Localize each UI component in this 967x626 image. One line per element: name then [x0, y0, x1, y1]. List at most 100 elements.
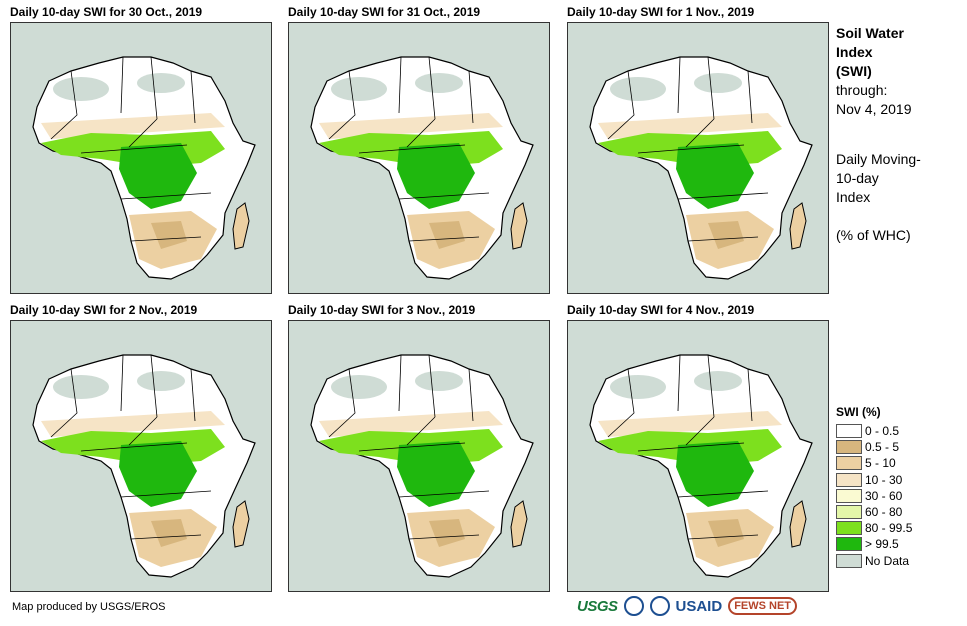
country-border	[468, 368, 474, 422]
legend-item: 60 - 80	[836, 504, 961, 520]
no-data-zone	[610, 77, 666, 101]
madagascar	[232, 500, 250, 548]
no-data-zone	[137, 371, 185, 391]
southern-very-dry-zone	[429, 221, 465, 249]
country-border	[358, 144, 466, 154]
sahel-zone	[41, 113, 225, 139]
description-line-2: 10-day	[836, 170, 879, 186]
country-border	[190, 70, 196, 124]
legend-title: SWI (%)	[836, 405, 881, 419]
country-border	[190, 368, 196, 422]
legend-swatch	[836, 553, 862, 568]
legend-swatch	[836, 521, 862, 536]
through-date: Nov 4, 2019	[836, 101, 912, 117]
country-border	[607, 368, 635, 438]
country-border	[408, 534, 480, 540]
country-border	[328, 368, 356, 438]
country-border	[120, 354, 124, 412]
usaid-logo: USAID	[675, 597, 723, 615]
sahel-zone	[598, 411, 782, 437]
panel-title: Daily 10-day SWI for 30 Oct., 2019	[10, 5, 203, 19]
map-panel-5: Daily 10-day SWI for 3 Nov., 2019	[288, 302, 550, 592]
legend-label: 80 - 99.5	[865, 521, 913, 536]
legend-swatch	[836, 424, 862, 439]
country-border	[328, 70, 356, 140]
legend-label: 5 - 10	[865, 456, 896, 471]
units-label: (% of WHC)	[836, 227, 911, 243]
through-label: through:	[836, 82, 888, 98]
country-border	[50, 368, 78, 438]
madagascar	[510, 500, 528, 548]
country-border	[428, 354, 436, 418]
sahel-zone	[319, 113, 503, 139]
saturated-zone	[676, 441, 754, 507]
country-border	[468, 70, 474, 124]
legend-item: 0 - 0.5	[836, 423, 961, 439]
legend-swatch	[836, 537, 862, 552]
saturated-zone	[397, 143, 475, 209]
country-border	[408, 236, 480, 242]
country-border	[128, 118, 158, 148]
sahel-zone	[598, 113, 782, 139]
no-data-zone	[610, 375, 666, 399]
noaa-logo-icon	[623, 596, 644, 616]
legend-label: No Data	[865, 553, 910, 568]
sahel-zone	[41, 411, 225, 437]
country-border	[150, 354, 158, 418]
map-panel-1: Daily 10-day SWI for 30 Oct., 2019	[10, 4, 272, 294]
country-border	[685, 416, 715, 446]
southern-very-dry-zone	[708, 519, 744, 547]
country-border	[398, 490, 490, 498]
country-border	[637, 144, 745, 154]
country-border	[677, 192, 769, 200]
legend-label: 10 - 30	[865, 472, 903, 487]
legend-item: > 99.5	[836, 536, 961, 552]
no-data-zone	[137, 73, 185, 93]
legend-label: 60 - 80	[865, 505, 903, 520]
panel-title: Daily 10-day SWI for 1 Nov., 2019	[567, 5, 755, 19]
southern-very-dry-zone	[151, 519, 187, 547]
africa-swi-map	[11, 321, 271, 591]
panel-title: Daily 10-day SWI for 3 Nov., 2019	[288, 303, 476, 317]
description-line-1: Daily Moving-	[836, 151, 921, 167]
legend-item: No Data	[836, 553, 961, 569]
saturated-zone	[119, 441, 197, 507]
saturated-zone	[397, 441, 475, 507]
country-border	[120, 490, 212, 498]
country-border	[747, 70, 753, 124]
country-border	[406, 118, 436, 148]
africa-swi-map	[11, 23, 271, 293]
southern-very-dry-zone	[151, 221, 187, 249]
country-border	[150, 56, 158, 120]
country-border	[406, 416, 436, 446]
side-description: Soil Water Index (SWI) through: Nov 4, 2…	[836, 24, 961, 245]
map-frame	[567, 320, 829, 592]
map-credit: Map produced by USGS/EROS	[12, 601, 166, 613]
country-border	[120, 192, 212, 200]
no-data-zone	[53, 375, 109, 399]
index-heading-line-1: Soil Water	[836, 25, 904, 41]
legend-swatch	[836, 456, 862, 471]
map-panel-3: Daily 10-day SWI for 1 Nov., 2019	[567, 4, 829, 294]
legend-label: 30 - 60	[865, 488, 903, 503]
map-panel-4: Daily 10-day SWI for 2 Nov., 2019	[10, 302, 272, 592]
country-border	[130, 534, 202, 540]
usaid-seal-icon	[649, 596, 670, 616]
no-data-zone	[331, 375, 387, 399]
legend-item: 10 - 30	[836, 472, 961, 488]
madagascar	[789, 202, 807, 250]
country-border	[428, 56, 436, 120]
africa-swi-map	[568, 23, 828, 293]
country-border	[637, 442, 745, 452]
country-border	[80, 144, 188, 154]
legend-swatch	[836, 488, 862, 503]
madagascar	[232, 202, 250, 250]
country-border	[687, 236, 759, 242]
legend-label: > 99.5	[865, 537, 899, 552]
index-heading-line-2: Index	[836, 44, 873, 60]
legend-item: 0.5 - 5	[836, 439, 961, 455]
country-border	[358, 442, 466, 452]
map-frame	[288, 320, 550, 592]
country-border	[607, 70, 635, 140]
